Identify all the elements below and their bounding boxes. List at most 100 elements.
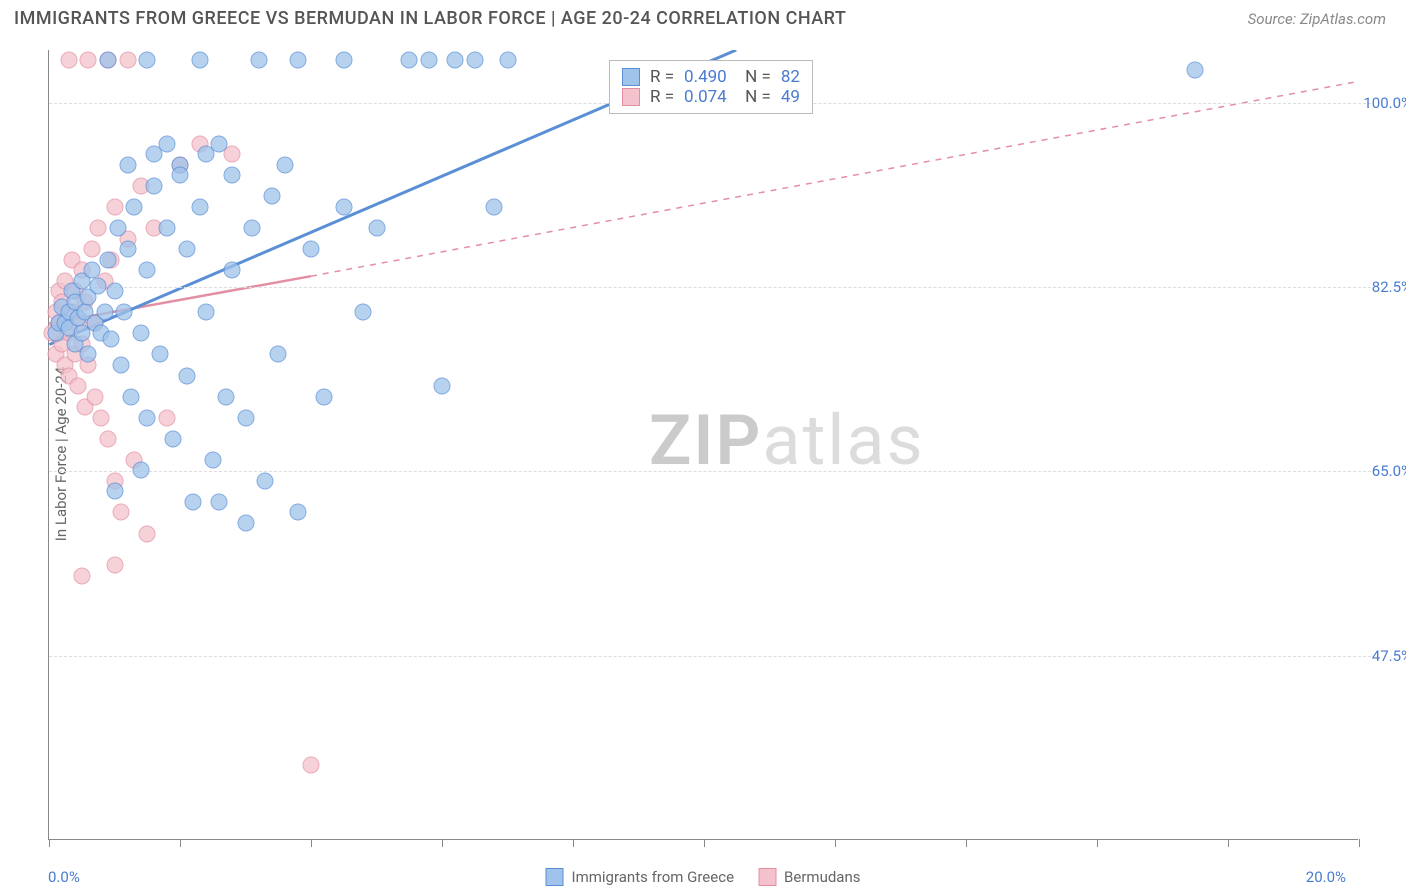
data-point [80, 346, 97, 363]
legend-r-value: 0.074 [684, 87, 727, 107]
data-point [86, 388, 103, 405]
data-point [185, 493, 202, 510]
chart-plot-area: In Labor Force | Age 20-24 ZIPatlas 47.5… [48, 50, 1358, 840]
correlation-legend-row: R = 0.074 N = 49 [622, 87, 800, 107]
data-point [96, 304, 113, 321]
data-point [270, 346, 287, 363]
data-point [132, 462, 149, 479]
legend-swatch [622, 88, 640, 106]
x-tick [180, 839, 181, 847]
legend-n-label: N = [737, 87, 771, 107]
correlation-legend-row: R = 0.490 N = 82 [622, 67, 800, 87]
data-point [90, 220, 107, 237]
data-point [303, 241, 320, 258]
data-point [198, 146, 215, 163]
x-tick [704, 839, 705, 847]
y-tick-label: 47.5% [1372, 647, 1406, 665]
data-point [106, 483, 123, 500]
x-tick [49, 839, 50, 847]
data-point [447, 51, 464, 68]
x-tick [442, 839, 443, 847]
gridline [49, 287, 1371, 288]
data-point [99, 430, 116, 447]
x-tick [1359, 839, 1360, 847]
data-point [466, 51, 483, 68]
data-point [139, 51, 156, 68]
data-point [257, 472, 274, 489]
data-point [355, 304, 372, 321]
data-point [244, 220, 261, 237]
data-point [116, 304, 133, 321]
data-point [126, 199, 143, 216]
chart-header: IMMIGRANTS FROM GREECE VS BERMUDAN IN LA… [0, 0, 1406, 33]
data-point [113, 504, 130, 521]
data-point [106, 557, 123, 574]
data-point [122, 388, 139, 405]
data-point [204, 451, 221, 468]
data-point [139, 409, 156, 426]
y-tick-label: 100.0% [1363, 94, 1406, 112]
data-point [263, 188, 280, 205]
data-point [119, 241, 136, 258]
legend-label: Bermudans [784, 868, 860, 886]
x-tick [1228, 839, 1229, 847]
data-point [80, 51, 97, 68]
legend-n-label: N = [737, 67, 771, 87]
data-point [401, 51, 418, 68]
data-point [217, 388, 234, 405]
trend-lines-layer [49, 50, 1358, 839]
data-point [83, 241, 100, 258]
data-point [60, 51, 77, 68]
x-axis-max-label: 20.0% [1306, 868, 1346, 886]
data-point [172, 167, 189, 184]
data-point [158, 409, 175, 426]
data-point [152, 346, 169, 363]
data-point [211, 493, 228, 510]
data-point [70, 378, 87, 395]
x-tick [311, 839, 312, 847]
data-point [250, 51, 267, 68]
watermark: ZIPatlas [649, 400, 925, 482]
data-point [103, 330, 120, 347]
legend-item: Immigrants from Greece [546, 868, 735, 886]
data-point [289, 504, 306, 521]
gridline [49, 471, 1371, 472]
data-point [276, 156, 293, 173]
data-point [139, 525, 156, 542]
data-point [99, 251, 116, 268]
data-point [316, 388, 333, 405]
gridline [49, 656, 1371, 657]
data-point [237, 409, 254, 426]
data-point [335, 199, 352, 216]
data-point [237, 515, 254, 532]
data-point [158, 220, 175, 237]
data-point [368, 220, 385, 237]
legend-bottom: Immigrants from Greece Bermudans [546, 868, 861, 886]
data-point [106, 199, 123, 216]
data-point [90, 278, 107, 295]
legend-n-value: 49 [781, 87, 800, 107]
data-point [178, 241, 195, 258]
data-point [119, 51, 136, 68]
data-point [178, 367, 195, 384]
x-tick [573, 839, 574, 847]
data-point [191, 51, 208, 68]
data-point [499, 51, 516, 68]
data-point [420, 51, 437, 68]
trend-line [311, 82, 1358, 277]
data-point [139, 262, 156, 279]
data-point [198, 304, 215, 321]
data-point [303, 757, 320, 774]
data-point [1187, 62, 1204, 79]
data-point [132, 325, 149, 342]
data-point [113, 357, 130, 374]
y-tick-label: 65.0% [1372, 462, 1406, 480]
data-point [165, 430, 182, 447]
legend-swatch [546, 868, 564, 886]
data-point [109, 220, 126, 237]
y-axis-label: In Labor Force | Age 20-24 [52, 366, 70, 540]
data-point [145, 177, 162, 194]
data-point [335, 51, 352, 68]
x-tick [966, 839, 967, 847]
data-point [106, 283, 123, 300]
